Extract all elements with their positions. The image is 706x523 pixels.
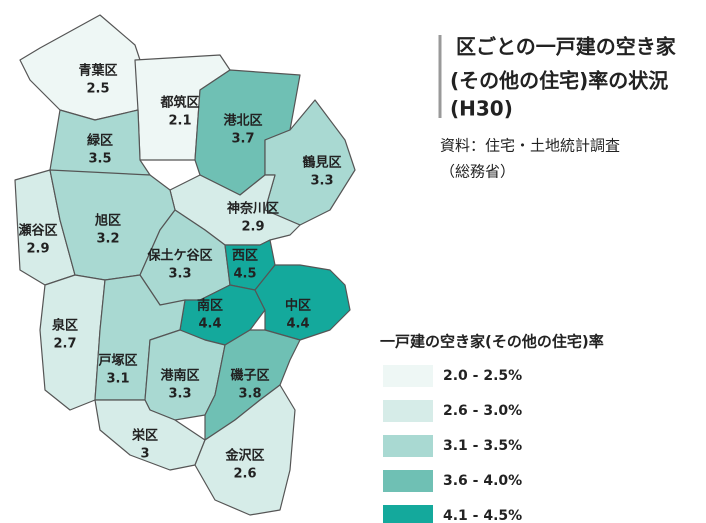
ward-value: 2.1: [168, 114, 191, 129]
ward-name: 港北区: [223, 113, 262, 129]
ward-name: 中区: [285, 298, 311, 314]
ward-value: 2.6: [233, 467, 256, 482]
ward-value: 3.7: [231, 132, 254, 147]
ward-value: 2.7: [53, 337, 76, 352]
legend-swatch: [383, 400, 433, 422]
legend-label: 3.1 - 3.5%: [443, 438, 522, 454]
ward-name: 旭区: [94, 213, 121, 229]
ward-region: [254, 264, 351, 341]
legend-swatch: [383, 470, 433, 492]
ward-value: 3: [140, 447, 149, 462]
ward-name: 戸塚区: [98, 354, 137, 369]
ward-name: 泉区: [52, 318, 78, 334]
ward-name: 瀬谷区: [18, 223, 57, 239]
ward-name: 鶴見区: [302, 155, 341, 171]
title-line: (その他の住宅)率の状況: [450, 69, 668, 93]
ward-value: 4.4: [286, 317, 309, 332]
ward-name: 保土ケ谷区: [146, 248, 212, 264]
ward-region: [144, 329, 226, 421]
legend-label: 2.6 - 3.0%: [443, 403, 522, 419]
ward-value: 2.5: [86, 82, 109, 97]
ward-name: 磯子区: [230, 368, 269, 384]
ward-value: 3.2: [96, 232, 119, 247]
ward-value: 4.5: [233, 267, 256, 282]
ward-name: 神奈川区: [227, 201, 279, 217]
ward-value: 3.3: [168, 387, 191, 402]
legend-swatch: [383, 505, 433, 523]
ward-name: 西区: [232, 249, 258, 264]
ward-name: 栄区: [131, 428, 158, 444]
ward-value: 4.4: [198, 317, 221, 332]
legend-swatch: [383, 365, 433, 387]
ward-name: 港南区: [160, 368, 199, 384]
ward-value: 3.1: [106, 372, 129, 387]
ward-name: 金沢区: [224, 448, 264, 464]
source: 資料：住宅・土地統計調査: [440, 137, 620, 155]
ward-name: 緑区: [87, 133, 113, 149]
ward-value: 2.9: [241, 220, 264, 235]
title-line: (H30): [450, 97, 513, 121]
ward-value: 3.3: [310, 174, 333, 189]
ward-value: 2.9: [26, 242, 49, 257]
ward-name: 南区: [197, 298, 223, 314]
ward-value: 3.5: [88, 152, 111, 167]
ward-name: 青葉区: [78, 63, 117, 79]
legend-label: 2.0 - 2.5%: [443, 368, 522, 384]
ward-value: 3.8: [238, 387, 261, 402]
source: （総務省）: [440, 163, 515, 181]
legend-label: 4.1 - 4.5%: [443, 508, 522, 523]
legend-title: 一戸建の空き家(その他の住宅)率: [380, 333, 604, 351]
legend-swatch: [383, 435, 433, 457]
title-line: 区ごとの一戸建の空き家: [456, 35, 677, 59]
ward-name: 都筑区: [159, 95, 199, 111]
ward-region: [194, 384, 296, 516]
legend-label: 3.6 - 4.0%: [443, 473, 522, 489]
ward-value: 3.3: [168, 267, 191, 282]
